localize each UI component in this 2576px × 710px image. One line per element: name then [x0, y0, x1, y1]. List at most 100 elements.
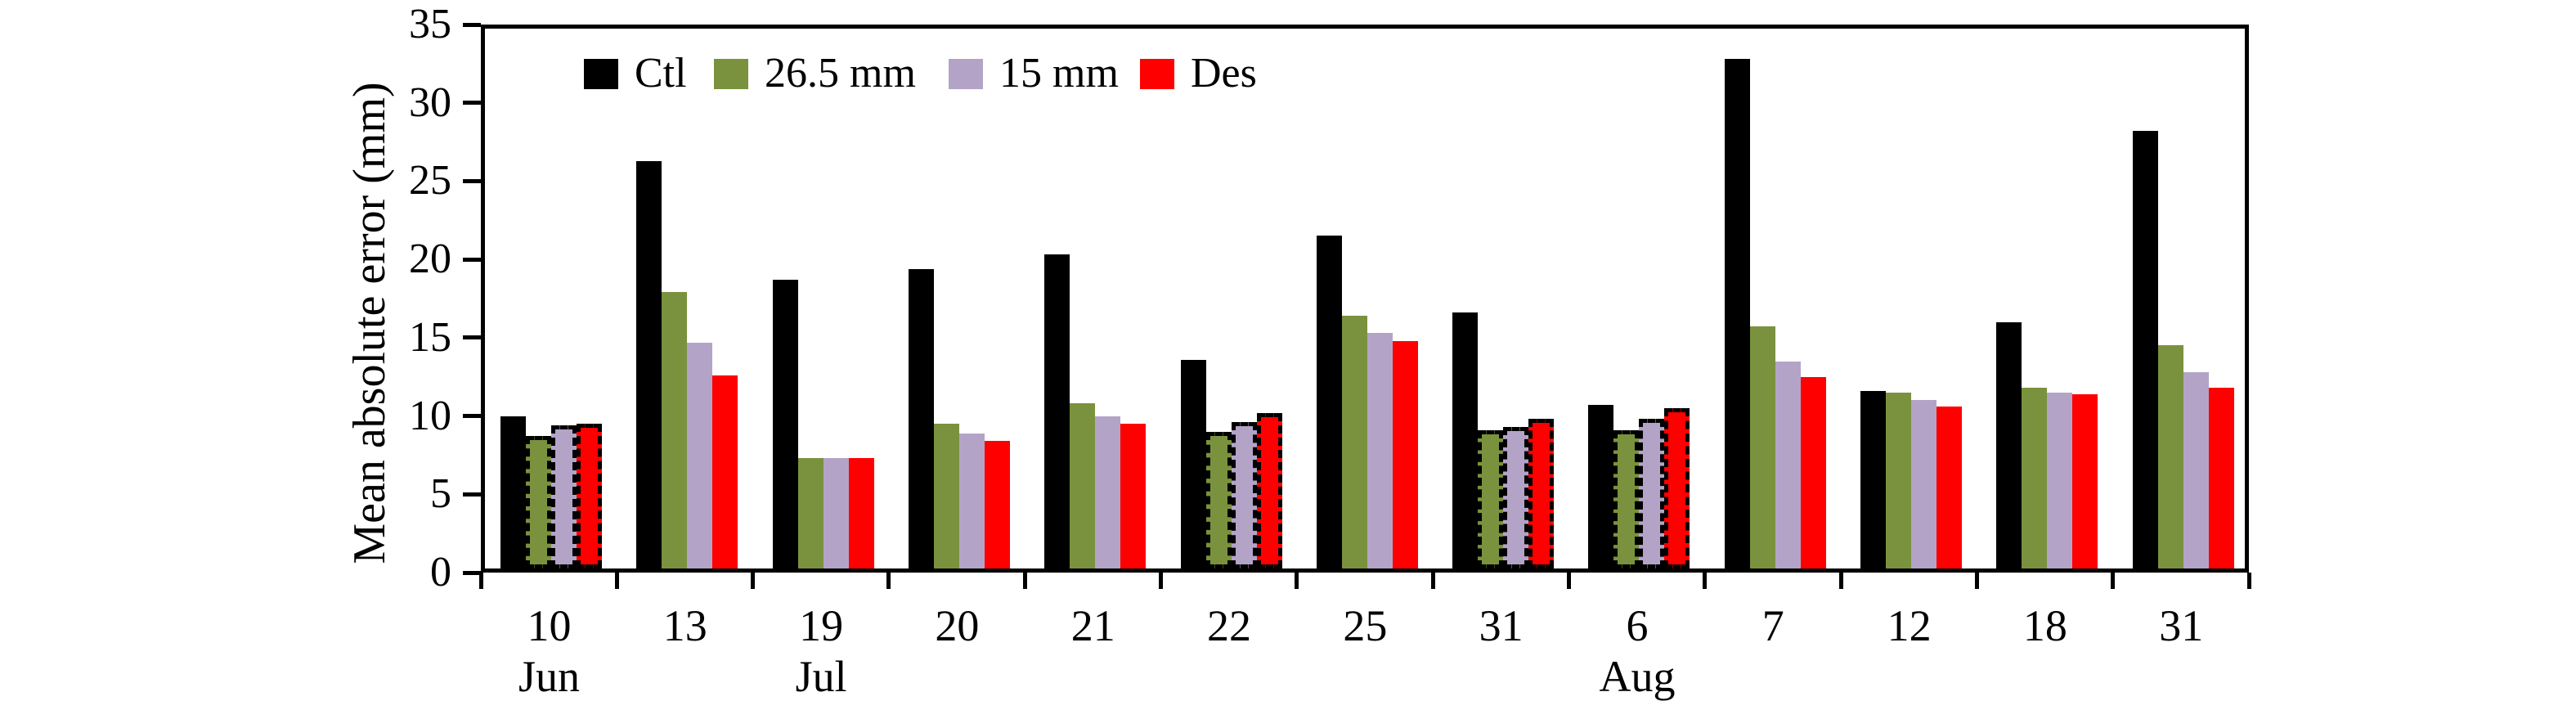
bar-des-21	[1120, 424, 1147, 568]
y-tick-label: 5	[430, 470, 451, 518]
bar-ctl-18	[1996, 321, 2022, 568]
x-tick-mark	[1838, 573, 1843, 589]
y-tick-label: 20	[409, 236, 451, 283]
y-tick-mark	[463, 257, 481, 262]
bar-26.5-mm-10	[526, 436, 551, 568]
bar-des-6	[1664, 408, 1690, 568]
x-axis-month-label: Jun	[518, 652, 580, 701]
x-tick-mark	[1974, 573, 1979, 589]
bar-15-mm-19	[823, 458, 849, 568]
bar-15-mm-31	[1503, 426, 1529, 568]
x-tick-mark	[1703, 573, 1708, 589]
x-tick-mark	[2246, 573, 2251, 589]
y-tick-mark	[463, 570, 481, 575]
bar-26.5-mm-31	[1478, 429, 1504, 568]
bar-26.5-mm-7	[1749, 326, 1775, 568]
y-tick-label: 25	[409, 157, 451, 204]
x-tick-label-day: 25	[1343, 601, 1388, 650]
x-tick-label-day: 31	[2159, 601, 2204, 650]
y-tick-label: 15	[409, 313, 451, 361]
legend-swatch-icon	[1140, 58, 1174, 89]
bar-ctl-7	[1724, 59, 1750, 568]
bar-15-mm-10	[551, 425, 577, 568]
bar-26.5-mm-20	[933, 424, 959, 568]
bar-26.5-mm-31	[2157, 345, 2183, 568]
bar-des-10	[577, 424, 602, 568]
y-tick-mark	[463, 22, 481, 27]
x-tick-label-day: 6	[1626, 601, 1649, 650]
bar-15-mm-31	[2183, 371, 2209, 568]
x-tick-label-day: 21	[1070, 601, 1115, 650]
x-tick-mark	[1295, 573, 1299, 589]
bar-ctl-12	[1860, 390, 1887, 568]
bar-des-25	[1392, 340, 1418, 568]
legend-label: 26.5 mm	[765, 50, 916, 97]
bar-15-mm-13	[687, 342, 713, 568]
bar-15-mm-22	[1231, 422, 1257, 568]
legend-label: Des	[1191, 50, 1257, 97]
bar-15-mm-7	[1775, 361, 1801, 568]
bar-ctl-22	[1180, 359, 1206, 568]
bar-des-18	[2072, 393, 2098, 568]
bar-15-mm-6	[1639, 419, 1665, 568]
bar-26.5-mm-12	[1886, 392, 1912, 568]
bar-26.5-mm-25	[1341, 316, 1367, 568]
y-tick-mark	[463, 335, 481, 340]
legend-swatch-icon	[584, 58, 618, 89]
y-tick-label: 10	[409, 392, 451, 439]
x-tick-label-day: 12	[1887, 601, 1932, 650]
bar-ctl-21	[1044, 254, 1070, 568]
legend-item-ctl: Ctl	[584, 50, 687, 97]
y-tick-label: 0	[430, 549, 451, 595]
x-tick-mark	[478, 573, 483, 589]
bar-15-mm-25	[1367, 333, 1393, 568]
x-tick-label-day: 22	[1207, 601, 1252, 650]
bar-ctl-31	[1452, 312, 1479, 568]
legend-item-15-mm: 15 mm	[949, 50, 1119, 97]
y-tick-mark	[463, 492, 481, 497]
bar-des-7	[1800, 376, 1826, 568]
bar-ctl-6	[1588, 405, 1614, 568]
y-tick-mark	[463, 414, 481, 419]
bar-15-mm-21	[1095, 416, 1121, 568]
legend-swatch-icon	[714, 58, 748, 89]
legend-item-des: Des	[1140, 50, 1257, 97]
bar-26.5-mm-13	[662, 292, 688, 568]
bar-26.5-mm-22	[1205, 431, 1232, 568]
legend-item-26.5-mm: 26.5 mm	[714, 50, 916, 97]
legend-swatch-icon	[949, 58, 983, 89]
bar-15-mm-20	[958, 433, 985, 568]
x-tick-mark	[614, 573, 619, 589]
y-tick-mark	[463, 178, 481, 183]
bar-26.5-mm-18	[2022, 388, 2048, 568]
bar-ctl-19	[772, 280, 798, 568]
bar-ctl-13	[636, 160, 662, 568]
bar-ctl-25	[1316, 236, 1342, 568]
bar-des-19	[848, 458, 874, 568]
x-tick-label-day: 13	[662, 601, 707, 650]
y-tick-label: 30	[409, 79, 451, 126]
x-tick-label-day: 7	[1761, 601, 1784, 650]
x-axis-month-label: Aug	[1599, 652, 1676, 701]
bar-des-31	[2208, 388, 2234, 568]
x-tick-mark	[1430, 573, 1435, 589]
bar-des-31	[1528, 419, 1555, 568]
x-tick-mark	[751, 573, 756, 589]
x-tick-mark	[1159, 573, 1164, 589]
bar-15-mm-12	[1911, 400, 1937, 568]
bar-des-22	[1256, 412, 1282, 568]
y-tick-mark	[463, 101, 481, 106]
bar-des-20	[984, 441, 1010, 568]
bar-des-13	[712, 375, 738, 568]
x-tick-mark	[1566, 573, 1571, 589]
x-tick-label-day: 10	[527, 601, 572, 650]
x-tick-label-day: 20	[935, 601, 980, 650]
bar-15-mm-18	[2047, 392, 2073, 568]
y-tick-label: 35	[409, 1, 451, 47]
x-tick-label-day: 19	[799, 601, 844, 650]
legend-label: Ctl	[635, 50, 687, 97]
x-tick-mark	[886, 573, 891, 589]
bar-ctl-31	[2132, 131, 2158, 568]
legend-label: 15 mm	[999, 50, 1119, 97]
